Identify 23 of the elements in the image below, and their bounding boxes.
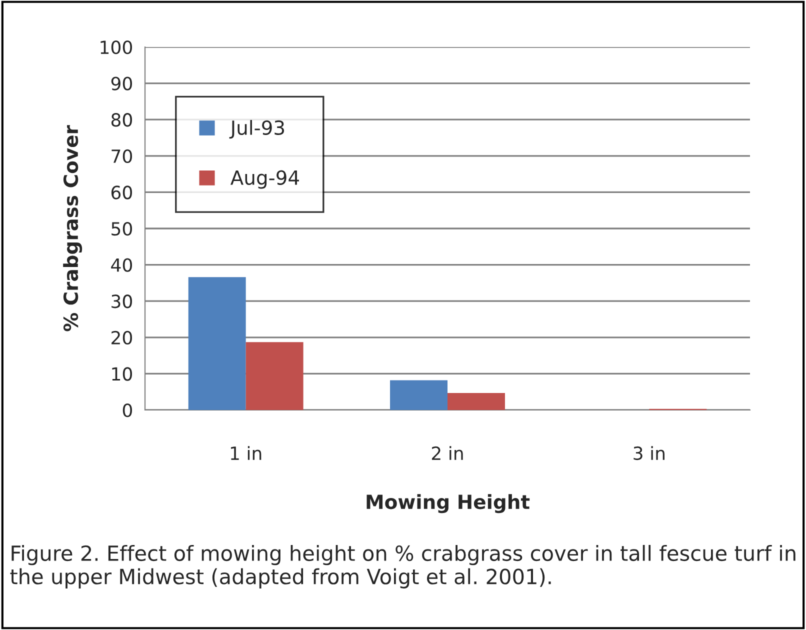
- y-tick-label: 40: [111, 258, 132, 272]
- y-tick-label: 80: [111, 113, 132, 127]
- y-tick-label: 90: [111, 76, 132, 90]
- bar: [188, 277, 246, 410]
- y-tick-label: 0: [122, 403, 132, 418]
- bar: [390, 380, 448, 410]
- y-tick-label: 70: [112, 149, 132, 164]
- y-tick-label: 50: [112, 222, 132, 236]
- y-tick-label: 60: [111, 186, 132, 200]
- legend-label: Aug-94: [230, 170, 299, 189]
- x-tick-label: 3 in: [634, 446, 664, 460]
- y-tick-label: 30: [112, 294, 132, 308]
- y-axis-title: % Crabgrass Cover: [63, 125, 82, 332]
- legend-label: Jul-93: [229, 120, 284, 139]
- x-axis-title: Mowing Height: [366, 494, 530, 514]
- y-tick-label: 20: [112, 330, 132, 345]
- bar: [246, 342, 304, 410]
- x-tick-label: 2 in: [432, 446, 463, 460]
- y-tick-label: 100: [100, 40, 132, 54]
- caption: Figure 2. Effect of mowing height on % crabgrass cover in tall fescue turf in the upper Midwest (adapted from Voigt et al. 2001).: [10, 544, 796, 588]
- bar: [448, 392, 505, 410]
- y-tick-label: 10: [112, 367, 132, 381]
- x-tick-label: 1 in: [230, 446, 262, 460]
